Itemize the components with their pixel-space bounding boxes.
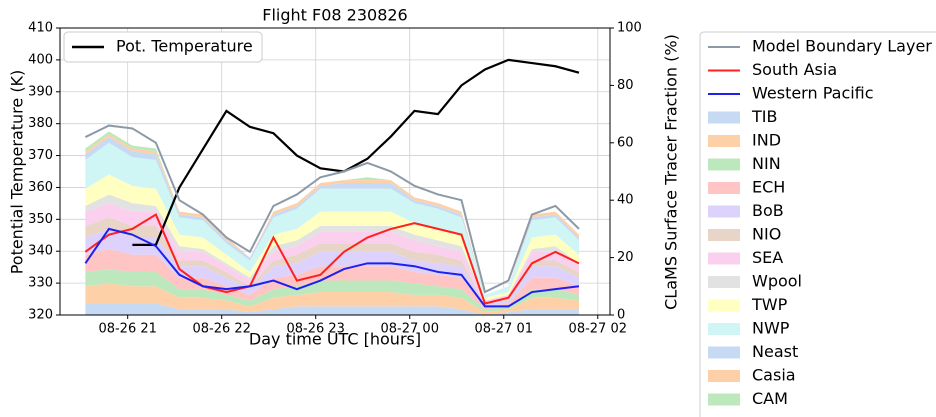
- stacked-area: [85, 194, 579, 301]
- legend-label: Neast: [752, 342, 798, 361]
- x-tick-label: 08-27 01: [475, 322, 533, 337]
- line: [84, 124, 580, 294]
- legend-label: TWP: [751, 295, 788, 314]
- x-tick-label: 08-27 00: [381, 322, 439, 337]
- stacked-area: [85, 303, 579, 315]
- y-axis-label: Potential Temperature (K): [8, 70, 27, 275]
- legend-swatch: [708, 252, 740, 265]
- legend-label: IND: [752, 131, 781, 150]
- legend-label: Casia: [752, 366, 796, 385]
- y-tick-label: 330: [28, 276, 53, 291]
- stacked-area: [85, 134, 579, 295]
- stacked-area: [85, 131, 579, 295]
- legend-swatch: [708, 276, 740, 288]
- legend-swatch: [708, 111, 740, 124]
- y2-tick-label: 20: [617, 250, 634, 265]
- legend-swatch: [708, 205, 740, 218]
- legend-label: Model Boundary Layer: [752, 37, 932, 56]
- y2-tick-label: 80: [617, 78, 634, 93]
- y-tick-label: 350: [28, 212, 53, 227]
- chart-title: Flight F08 230826: [262, 6, 407, 25]
- legend-label: SEA: [752, 248, 783, 267]
- y-tick-label: 380: [28, 116, 53, 131]
- y-tick-label: 390: [28, 84, 53, 99]
- legend-box: [699, 31, 936, 417]
- legend-label: Western Pacific: [752, 84, 874, 103]
- y-tick-label: 410: [28, 21, 53, 36]
- y2-tick-label: 40: [617, 193, 634, 208]
- x-tick-label: 08-26 21: [98, 322, 156, 337]
- legend-swatch: [708, 135, 740, 147]
- legend-label: BoB: [752, 201, 784, 220]
- y2-tick-label: 60: [617, 135, 634, 150]
- stacked-area: [85, 283, 579, 315]
- legend-label: CAM: [752, 389, 788, 408]
- legend-swatch: [708, 393, 740, 406]
- y2-tick-label: 100: [617, 21, 642, 36]
- y-tick-label: 370: [28, 148, 53, 163]
- stacked-area: [85, 248, 579, 310]
- legend-swatch: [708, 158, 740, 171]
- line: [84, 227, 580, 308]
- x-axis-label: Day time UTC [hours]: [249, 330, 421, 349]
- legend-label: NIN: [752, 154, 781, 173]
- y2-tick-label: 0: [617, 308, 625, 323]
- plot-frame: [59, 27, 611, 316]
- legend-swatch: [708, 229, 740, 241]
- stacked-area: [85, 137, 579, 295]
- legend-swatch: [708, 346, 740, 359]
- stacked-area: [85, 203, 579, 304]
- legend-box: [63, 31, 263, 63]
- legend-label: NWP: [752, 319, 790, 338]
- line: [84, 213, 580, 305]
- stacked-area: [85, 228, 579, 307]
- legend-label: South Asia: [752, 60, 837, 79]
- y2-axis-label: CLaMS Surface Tracer Fraction (%): [662, 34, 681, 310]
- stacked-area: [85, 174, 579, 301]
- legend-swatch: [708, 370, 740, 382]
- x-tick-label: 08-27 02: [569, 322, 627, 337]
- legend-label: NIO: [752, 225, 781, 244]
- stacked-area: [85, 269, 579, 313]
- legend-swatch: [708, 299, 740, 312]
- stacked-area: [85, 142, 579, 298]
- y-tick-label: 360: [28, 180, 53, 195]
- y-tick-label: 400: [28, 52, 53, 67]
- legend-label: Wpool: [752, 272, 802, 291]
- legend-swatch: [708, 323, 740, 335]
- line: [132, 58, 580, 246]
- legend-label: TIB: [751, 107, 777, 126]
- plot-area: [60, 28, 610, 315]
- legend-label: ECH: [752, 178, 785, 197]
- y-tick-label: 340: [28, 244, 53, 259]
- legend-label: Pot. Temperature: [116, 37, 253, 56]
- x-tick-label: 08-26 22: [192, 322, 250, 337]
- y-tick-label: 320: [28, 308, 53, 323]
- legend-swatch: [708, 182, 740, 194]
- x-tick-label: 08-26 23: [286, 322, 344, 337]
